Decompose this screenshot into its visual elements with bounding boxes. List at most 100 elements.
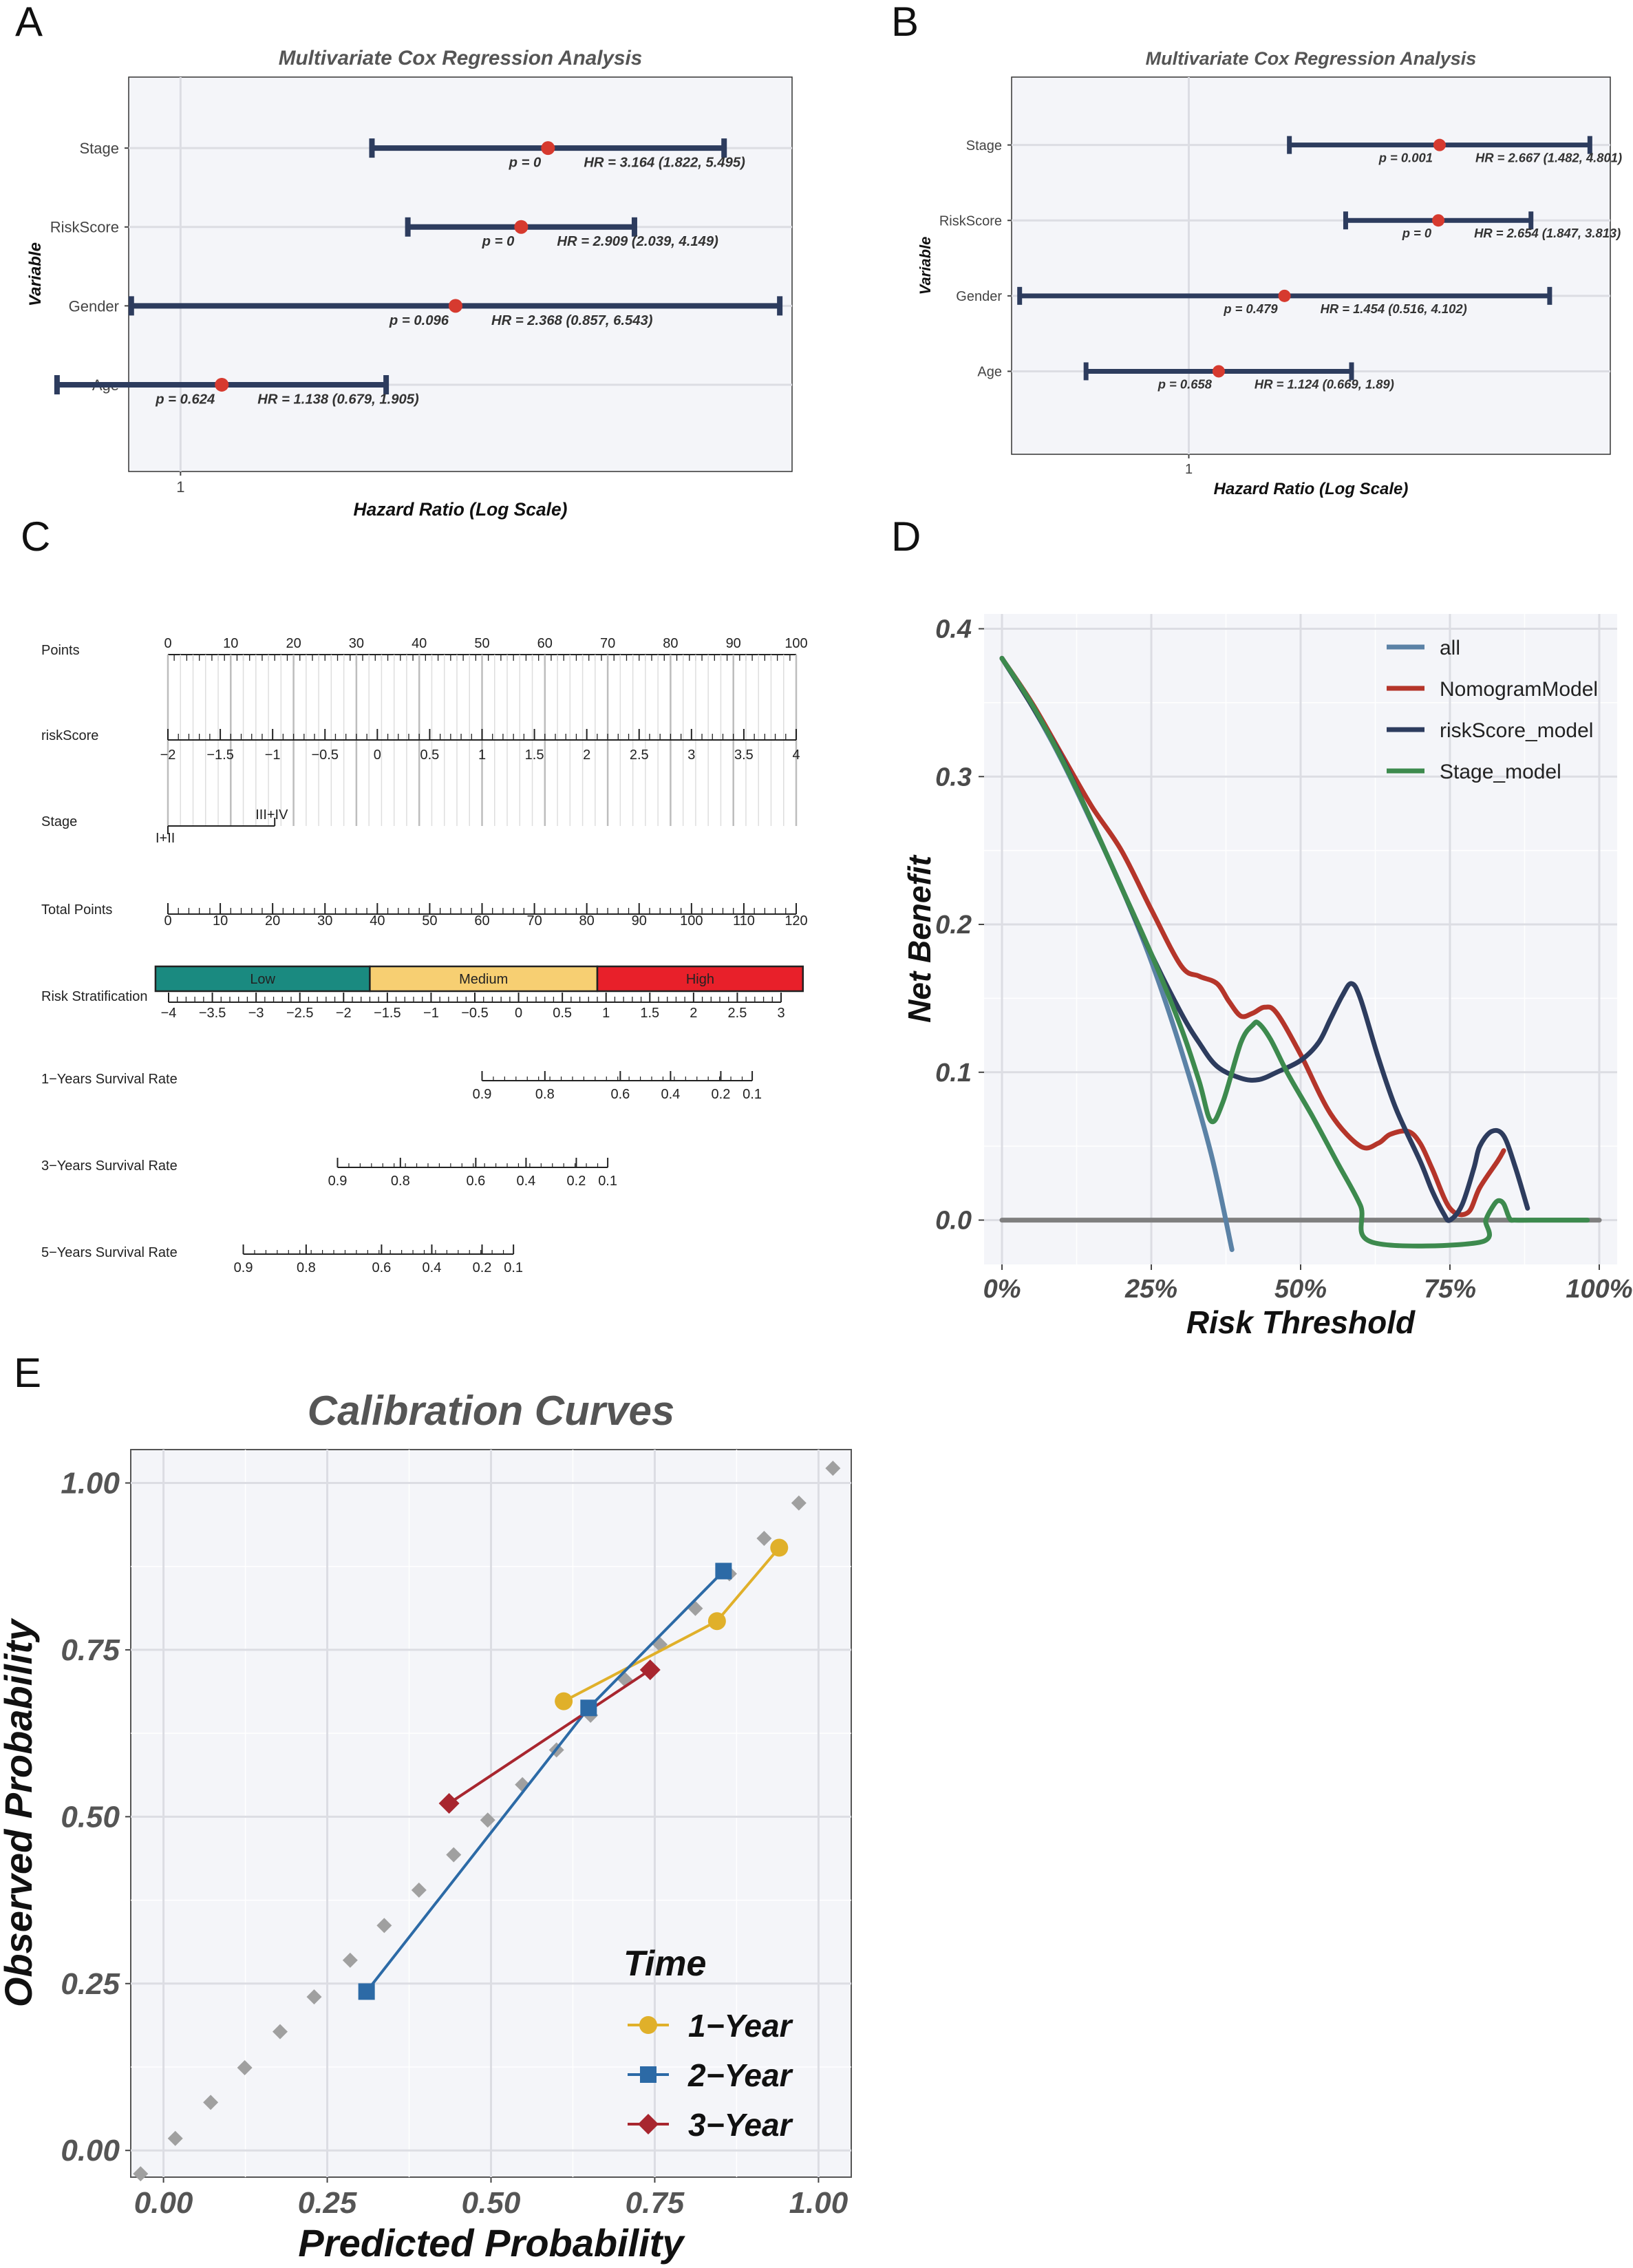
x-tick-label: 0% [983,1275,1021,1304]
risk-tick-label: −0.5 [461,1006,488,1021]
x-tick-label: 1 [1185,462,1193,477]
series-line [448,1668,651,1805]
riskscore-tick-label: −1.5 [206,748,233,763]
y-axis-title: Variable [26,242,45,306]
x-tick-label: 25% [1124,1275,1177,1304]
x-tick-label: 1 [176,478,184,496]
riskscore-tick-label: 1.5 [525,748,544,763]
risk-tick-label: −2 [336,1006,352,1021]
y-tick-label: 0.75 [61,1633,120,1667]
p-value-label: p = 0 [509,156,542,171]
y-tick-label: RiskScore [50,219,119,236]
y-tick-label: Age [977,365,1002,380]
p-value-label: p = 0.001 [1378,151,1433,165]
x-tick-label: 0.50 [462,2186,521,2220]
points-tick-label: 40 [412,636,427,651]
survival-tick-label: 0.6 [372,1260,392,1275]
p-value-label: p = 0 [1402,226,1432,240]
y-axis-title: Net Benefit [901,854,937,1022]
data-point [639,1660,661,1681]
riskscore-tick-label: 0.5 [420,748,440,763]
points-tick-label: 80 [663,636,678,651]
chart-title: Multivariate Cox Regression Analysis [1146,48,1477,69]
y-tick-label: 0.25 [61,1967,120,2001]
riskscore-tick-label: −0.5 [312,748,339,763]
hr-point [514,220,529,234]
risk-tick-label: −2.5 [286,1006,313,1021]
survival-tick-label: 0.1 [504,1260,523,1275]
riskscore-tick-label: −2 [160,748,176,763]
stage-category-label: I+II [156,831,175,846]
y-tick-label: Gender [956,289,1002,304]
hr-label: HR = 1.454 (0.516, 4.102) [1321,301,1467,316]
hr-label: HR = 1.124 (0.669, 1.89) [1255,377,1394,391]
total-points-tick-label: 90 [632,913,647,929]
riskscore-tick-label: −1 [265,748,281,763]
panel-label-e: E [14,1350,41,1396]
legend-title: Time [623,1944,706,1984]
p-value-label: p = 0.624 [155,392,215,407]
reference-point [203,2095,219,2110]
points-tick-label: 60 [537,636,553,651]
survival-tick-label: 0.6 [610,1087,630,1102]
x-tick-label: 0.25 [298,2186,357,2220]
points-tick-label: 10 [223,636,238,651]
risk-band-label: Low [250,972,275,987]
survival-tick-label: 0.9 [328,1174,348,1189]
points-tick-label: 100 [785,636,807,651]
plot-panel [1011,76,1611,455]
series-line [999,655,1506,1218]
survival-tick-label: 0.9 [234,1260,253,1275]
y-tick-label: 0.4 [935,615,972,644]
data-point [438,1792,460,1814]
x-tick-label: 0.75 [626,2186,685,2220]
plot-panel [128,76,793,472]
total-points-tick-label: 100 [680,913,703,929]
total-points-tick-label: 60 [474,913,489,929]
p-value-label: p = 0.479 [1223,301,1278,316]
hr-point [1432,214,1445,227]
riskscore-tick-label: 0 [374,748,381,763]
hr-point [1212,365,1225,378]
survival-tick-label: 0.1 [598,1174,617,1189]
legend-label: all [1440,637,1460,659]
points-tick-label: 50 [474,636,489,651]
hr-point [541,141,555,156]
hr-label: HR = 3.164 (1.822, 5.495) [584,156,745,171]
data-point [555,1692,573,1710]
x-axis-title: Hazard Ratio (Log Scale) [354,499,568,520]
survival-tick-label: 0.8 [535,1087,555,1102]
legend-label: 3−Year [688,2107,793,2143]
forest-plot-a: Multivariate Cox Regression Analysis Stag… [26,47,793,520]
reference-point [273,2024,288,2039]
points-tick-label: 70 [600,636,615,651]
row-label: Points [41,643,80,658]
stage-category-label: III+IV [255,807,288,823]
risk-band-label: High [686,972,714,987]
risk-tick-label: −1 [423,1006,439,1021]
reference-point [825,1461,841,1476]
risk-tick-label: 0.5 [553,1006,572,1021]
reference-point [167,2130,183,2146]
reference-point [342,1952,358,1968]
total-points-tick-label: 30 [317,913,332,929]
hr-point [215,377,229,392]
y-tick-label: Gender [69,297,119,315]
y-tick-label: 1.00 [61,1466,120,1500]
dca-plot-d: 0% 25% 50% 75% 100% 0.0 0.1 0.2 0.3 0.4 Risk Thres… [901,614,1633,1340]
risk-band-label: Medium [459,972,508,987]
y-tick-label: 0.1 [935,1059,972,1088]
y-tick-label: 0.2 [935,911,972,940]
data-point [358,1983,375,2000]
survival-tick-label: 0.1 [743,1087,762,1102]
risk-band [596,965,804,993]
row-label: Stage [41,814,77,829]
legend-label: 2−Year [687,2057,793,2093]
points-tick-label: 20 [286,636,301,651]
survival-tick-label: 0.6 [466,1174,485,1189]
riskscore-tick-label: 2.5 [630,748,649,763]
hr-label: HR = 2.909 (2.039, 4.149) [557,234,718,249]
hr-label: HR = 2.667 (1.482, 4.801) [1475,151,1622,165]
forest-plot-b: Multivariate Cox Regression Analysis Stag… [917,48,1622,498]
